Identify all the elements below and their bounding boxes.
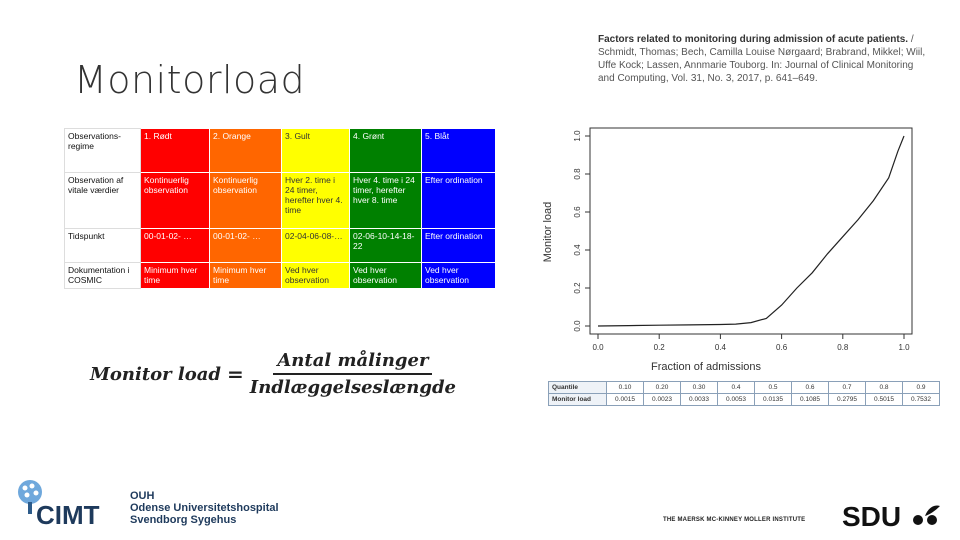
table-cell: Observation af vitale værdier <box>64 172 141 229</box>
x-tick-label: 0.4 <box>715 343 727 352</box>
table-cell: 0.5015 <box>865 393 903 406</box>
ouh-logo-text: OUH Odense Universitetshospital Svendbor… <box>130 490 279 526</box>
table-cell: 0.0033 <box>680 393 718 406</box>
table-row: Dokumentation i COSMIC Minimum hver time… <box>64 262 496 289</box>
monitor-load-chart: 0.0 0.2 0.4 0.6 0.8 1.0 0.0 0.2 0.4 0.6 0.8 1.0 Fra… <box>542 127 913 373</box>
citation: Factors related to monitoring during adm… <box>598 33 928 85</box>
table-cell: 0.30 <box>680 381 718 394</box>
ouh-line: Odense Universitetshospital <box>130 502 279 514</box>
table-cell: 0.0015 <box>606 393 644 406</box>
table-row: Monitor load 0.0015 0.0023 0.0033 0.0053… <box>548 393 940 406</box>
table-cell: Minimum hver time <box>209 262 282 289</box>
table-cell: 0.0023 <box>643 393 681 406</box>
table-cell: 0.2795 <box>828 393 866 406</box>
table-cell: 0.7532 <box>902 393 940 406</box>
table-cell: 0.20 <box>643 381 681 394</box>
y-tick-label: 0.0 <box>573 320 582 332</box>
table-cell: 0.4 <box>717 381 755 394</box>
table-cell: Ved hver observation <box>349 262 422 289</box>
ouh-line: OUH <box>130 490 155 502</box>
table-cell: Dokumentation i COSMIC <box>64 262 141 289</box>
y-tick-label: 0.4 <box>573 244 582 256</box>
formula-lhs: Monitor load <box>90 363 222 385</box>
series-line <box>597 135 905 327</box>
slide-title: Monitorload <box>74 58 306 102</box>
table-cell: Ved hver observation <box>421 262 496 289</box>
formula-denominator: Indlæggelseslængde <box>249 377 456 398</box>
x-tick-label: 0.2 <box>654 343 666 352</box>
cimt-logo: CIMT <box>18 480 100 528</box>
y-tick-label: 0.2 <box>573 282 582 294</box>
x-tick-label: 0.6 <box>776 343 788 352</box>
triage-table: Observations-regime 1. Rødt 2. Orange 3.… <box>64 128 496 289</box>
table-cell: 5. Blåt <box>421 128 496 173</box>
monitor-load-formula: Monitor load = Antal målinger Indlæggels… <box>90 350 456 398</box>
table-cell: 00-01-02- … <box>140 228 210 263</box>
table-cell: Efter ordination <box>421 228 496 263</box>
table-cell: 0.5 <box>754 381 792 394</box>
table-cell: 0.7 <box>828 381 866 394</box>
tree-icon <box>18 480 42 514</box>
citation-details: / Schmidt, Thomas; Bech, Camilla Louise … <box>598 34 926 84</box>
table-cell: 0.1085 <box>791 393 829 406</box>
table-cell: 2. Orange <box>209 128 282 173</box>
table-cell: 0.8 <box>865 381 903 394</box>
table-cell: 4. Grønt <box>349 128 422 173</box>
table-cell: Hver 4. time i 24 timer, herefter hver 8… <box>349 172 422 229</box>
table-cell: 02-04-06-08-… <box>281 228 350 263</box>
sdu-wordmark: SDU <box>842 501 901 530</box>
table-cell: Kontinuerlig observation <box>140 172 210 229</box>
table-cell: 0.0135 <box>754 393 792 406</box>
table-row: Observations-regime 1. Rødt 2. Orange 3.… <box>64 128 496 173</box>
x-axis-label: Fraction of admissions <box>651 361 762 373</box>
sdu-logo: SDU <box>842 501 940 530</box>
table-cell: 02-06-10-14-18-22 <box>349 228 422 263</box>
table-cell: 00-01-02- … <box>209 228 282 263</box>
plot-frame <box>589 127 913 335</box>
y-tick-label: 0.6 <box>573 206 582 218</box>
ouh-line: Svendborg Sygehus <box>130 514 237 526</box>
y-tick-label: 0.8 <box>573 168 582 180</box>
table-cell: Minimum hver time <box>140 262 210 289</box>
x-tick-label: 1.0 <box>898 343 910 352</box>
chart-plot-area: 0.0 0.2 0.4 0.6 0.8 1.0 0.0 0.2 0.4 0.6 0.8 1.0 <box>573 127 913 352</box>
formula-fraction: Antal målinger Indlæggelseslængde <box>250 350 456 398</box>
table-cell: Monitor load <box>548 393 607 406</box>
citation-title: Factors related to monitoring during adm… <box>598 34 909 45</box>
table-cell: 0.10 <box>606 381 644 394</box>
table-cell: Efter ordination <box>421 172 496 229</box>
y-tick-label: 1.0 <box>573 130 582 142</box>
table-cell: Kontinuerlig observation <box>209 172 282 229</box>
table-row: Quantile 0.10 0.20 0.30 0.4 0.5 0.6 0.7 … <box>548 381 940 394</box>
cimt-wordmark: CIMT <box>36 500 100 528</box>
quantile-table: Quantile 0.10 0.20 0.30 0.4 0.5 0.6 0.7 … <box>548 381 940 406</box>
table-cell: Hver 2. time i 24 timer, herefter hver 4… <box>281 172 350 229</box>
table-cell: 0.9 <box>902 381 940 394</box>
table-cell: 0.0053 <box>717 393 755 406</box>
x-tick-label: 0.8 <box>837 343 849 352</box>
maersk-institute-label: THE MAERSK MC-KINNEY MOLLER INSTITUTE <box>663 517 806 523</box>
table-cell: Quantile <box>548 381 607 394</box>
x-tick-label: 0.0 <box>592 343 604 352</box>
y-axis-label: Monitor load <box>542 202 554 263</box>
table-row: Tidspunkt 00-01-02- … 00-01-02- … 02-04-… <box>64 228 496 263</box>
table-row: Observation af vitale værdier Kontinuerl… <box>64 172 496 229</box>
table-cell: Ved hver observation <box>281 262 350 289</box>
leaf-icon <box>913 505 940 525</box>
formula-equals: = <box>227 362 244 386</box>
table-cell: Observations-regime <box>64 128 141 173</box>
formula-numerator: Antal målinger <box>273 350 433 375</box>
table-cell: 1. Rødt <box>140 128 210 173</box>
table-cell: 0.6 <box>791 381 829 394</box>
table-cell: Tidspunkt <box>64 228 141 263</box>
table-cell: 3. Gult <box>281 128 350 173</box>
